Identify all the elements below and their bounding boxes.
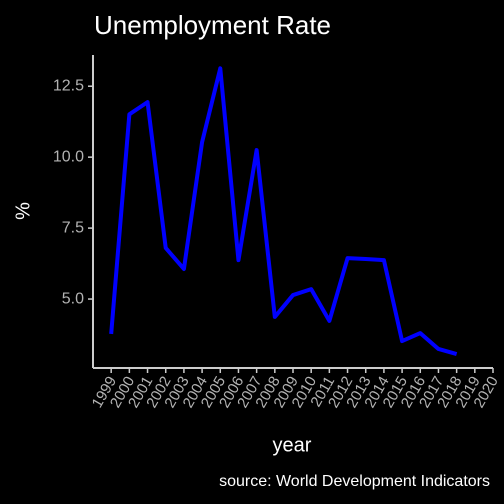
x-axis-label: year [273, 434, 312, 456]
y-tick-label: 5.0 [62, 290, 84, 307]
y-tick-label: 12.5 [53, 77, 84, 94]
y-axis-label: % [12, 202, 34, 220]
chart-title: Unemployment Rate [94, 10, 331, 40]
line [109, 66, 458, 357]
y-tick-label: 7.5 [62, 219, 84, 236]
caption: source: World Development Indicators [219, 473, 490, 490]
y-tick-label: 10.0 [53, 148, 84, 165]
